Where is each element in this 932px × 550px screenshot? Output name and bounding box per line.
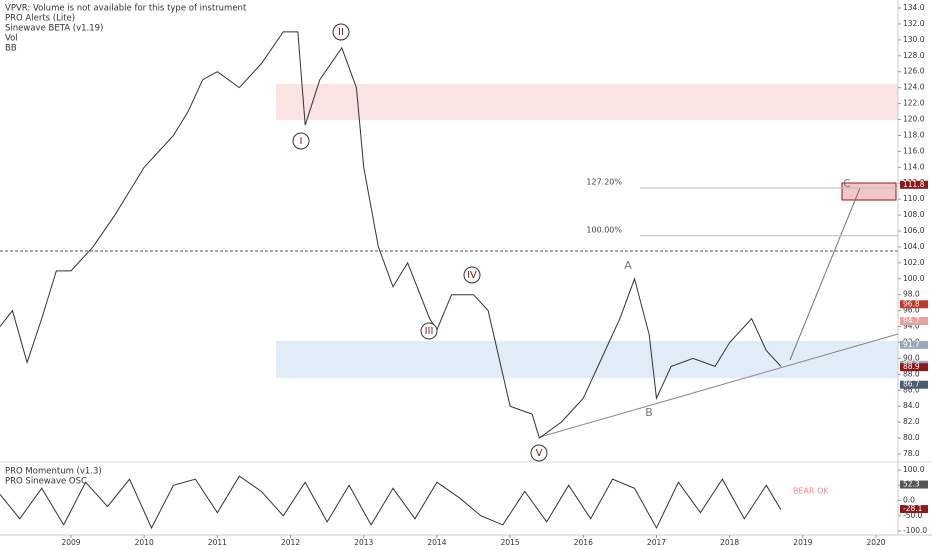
y-tick-label: 86.0 <box>903 385 920 394</box>
y-tick-label: 78.0 <box>903 449 920 458</box>
y-tick-label: 0.0 <box>903 496 915 505</box>
legend-text: VPVR: Volume is not available for this t… <box>5 4 247 14</box>
price-badge <box>900 316 928 325</box>
y-tick-label: -100.0 <box>903 526 927 535</box>
fib-label: 127.20% <box>586 177 622 186</box>
target-box <box>841 182 897 201</box>
x-tick-label: 2012 <box>281 538 300 547</box>
price-badge-label: 91.7 <box>903 340 920 349</box>
x-tick-label: 2017 <box>647 538 666 547</box>
y-tick-label: 84.0 <box>903 401 920 410</box>
y-tick-label: 120.0 <box>903 115 925 124</box>
wave-label: A <box>624 259 632 272</box>
x-tick-label: 2009 <box>61 538 80 547</box>
price-badge <box>900 380 928 389</box>
y-tick-label: 118.0 <box>903 130 925 139</box>
y-tick-label: 116.0 <box>903 146 925 155</box>
x-tick-label: 2014 <box>427 538 446 547</box>
y-tick-label: -50.0 <box>903 511 923 520</box>
x-tick-label: 2019 <box>793 538 812 547</box>
price-badge-label: -28.1 <box>903 504 923 513</box>
price-badge-label: 94.7 <box>903 316 920 325</box>
wave-circle <box>332 23 350 41</box>
y-tick-label: 124.0 <box>903 83 925 92</box>
price-badge-label: 52.3 <box>903 480 920 489</box>
annotation: BEAR OK <box>793 487 829 496</box>
legend-text: BB <box>5 44 17 54</box>
price-badge-label: 86.7 <box>903 380 920 389</box>
series-line <box>0 475 782 530</box>
support-zone <box>276 341 898 378</box>
price-badge <box>900 480 928 489</box>
fib-label: 100.00% <box>586 225 622 234</box>
wave-label: IV <box>467 270 477 281</box>
price-badge <box>900 363 928 372</box>
resistance-zone <box>276 84 898 120</box>
y-tick-label: 104.0 <box>903 242 925 251</box>
x-tick-label: 2013 <box>354 538 373 547</box>
y-tick-label: 80.0 <box>903 433 920 442</box>
x-tick-label: 2015 <box>501 538 520 547</box>
trend-line <box>539 333 899 438</box>
y-tick-label: 128.0 <box>903 51 925 60</box>
y-tick-label: 100.0 <box>903 465 925 474</box>
x-tick-label: 2010 <box>135 538 154 547</box>
y-tick-label: 96.0 <box>903 306 920 315</box>
y-tick-label: 132.0 <box>903 19 925 28</box>
y-tick-label: 90.0 <box>903 353 920 362</box>
wave-label: B <box>645 406 653 419</box>
price-badge <box>900 180 928 189</box>
y-tick-label: 130.0 <box>903 35 925 44</box>
legend-text: Sinewave BETA (v1.19) <box>5 24 103 34</box>
y-tick-label: 82.0 <box>903 417 920 426</box>
y-tick-label: 102.0 <box>903 258 925 267</box>
wave-circle <box>292 132 310 150</box>
wave-circle <box>420 322 438 340</box>
wave-label: III <box>425 326 434 337</box>
price-badge-label: 96.8 <box>903 299 920 308</box>
price-badge-label: 111.8 <box>903 180 925 189</box>
projection-line <box>789 187 861 361</box>
y-tick-label: 106.0 <box>903 226 925 235</box>
y-tick-label: 88.0 <box>903 369 920 378</box>
wave-label: I <box>300 136 303 147</box>
price-badge <box>900 300 928 309</box>
legend-text: PRO Sinewave OSC <box>5 477 87 487</box>
legend-text: Vol <box>5 34 18 44</box>
y-tick-label: 126.0 <box>903 67 925 76</box>
wave-label: II <box>338 27 344 38</box>
wave-circle <box>530 444 548 462</box>
y-tick-label: 100.0 <box>903 274 925 283</box>
y-tick-label: 94.0 <box>903 322 920 331</box>
price-badge-label: 88.9 <box>903 362 920 371</box>
y-tick-label: 108.0 <box>903 210 925 219</box>
price-badge <box>900 340 928 349</box>
wave-label: C <box>843 177 851 190</box>
x-tick-label: 2011 <box>208 538 227 547</box>
legend-text: PRO Alerts (Lite) <box>5 14 75 24</box>
price-badge <box>900 505 928 514</box>
x-tick-label: 2018 <box>720 538 739 547</box>
y-tick-label: 114.0 <box>903 162 925 171</box>
wave-label: V <box>536 448 543 459</box>
x-tick-label: 2020 <box>866 538 885 547</box>
x-tick-label: 2016 <box>574 538 593 547</box>
wave-circle <box>463 266 481 284</box>
y-tick-label: 98.0 <box>903 290 920 299</box>
legend-text: PRO Momentum (v1.3) <box>5 467 102 477</box>
series-line <box>0 31 782 439</box>
y-tick-label: 122.0 <box>903 99 925 108</box>
y-tick-label: 110.0 <box>903 194 925 203</box>
y-tick-label: 134.0 <box>903 3 925 12</box>
